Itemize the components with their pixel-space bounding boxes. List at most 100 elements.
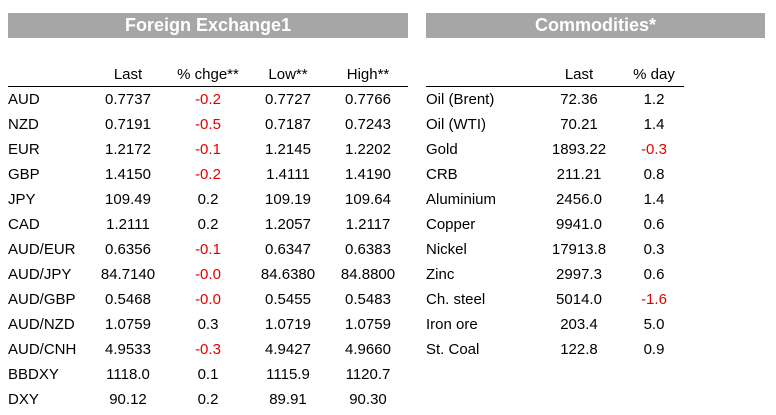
commodities-instrument-cell: Oil (Brent)	[426, 91, 495, 108]
commodities-header-row: Last % day	[426, 62, 684, 87]
fx-instrument-cell: BBDXY	[8, 366, 59, 383]
commodities-row: St. Coal 122.8 0.9	[426, 337, 684, 362]
commodities-row: Oil (WTI) 70.21 1.4	[426, 112, 684, 137]
fx-value-cell: 0.7191	[105, 116, 151, 133]
fx-row: AUD/CNH 4.9533 -0.3 4.9427 4.9660	[8, 337, 408, 362]
fx-row: NZD 0.7191 -0.5 0.7187 0.7243	[8, 112, 408, 137]
commodities-instrument-cell: Copper	[426, 216, 476, 233]
fx-value-cell: 1.0759	[105, 316, 151, 333]
fx-value-cell: 84.6380	[260, 266, 316, 283]
commodities-value-cell: 1893.22	[551, 141, 607, 158]
commodities-instrument-cell: CRB	[426, 166, 458, 183]
fx-row: AUD 0.7737 -0.2 0.7727 0.7766	[8, 87, 408, 113]
commodities-value-cell: -0.3	[641, 141, 667, 158]
fx-value-cell: 0.2	[197, 391, 219, 408]
fx-value-cell: 1120.7	[345, 366, 391, 383]
fx-value-cell: 1.4190	[345, 166, 391, 183]
commodities-row: Ch. steel 5014.0 -1.6	[426, 287, 684, 312]
commodities-header-last: Last	[534, 62, 624, 87]
fx-header-last: Last	[88, 62, 168, 87]
fx-section-title: Foreign Exchange1	[8, 13, 408, 38]
commodities-value-cell: 5.0	[643, 316, 665, 333]
fx-instrument-cell: AUD/GBP	[8, 291, 76, 308]
fx-value-cell: 1.4150	[105, 166, 151, 183]
commodities-value-cell: 70.21	[560, 116, 598, 133]
commodities-row: Iron ore 203.4 5.0	[426, 312, 684, 337]
fx-row: AUD/GBP 0.5468 -0.0 0.5455 0.5483	[8, 287, 408, 312]
fx-value-cell: 1.2145	[265, 141, 311, 158]
fx-value-cell: 90.30	[349, 391, 387, 408]
commodities-row: Nickel 17913.8 0.3	[426, 237, 684, 262]
fx-instrument-cell: EUR	[8, 141, 40, 158]
fx-value-cell: 1.2111	[106, 216, 150, 233]
fx-value-cell: -0.1	[195, 241, 221, 258]
commodities-value-cell: 1.2	[643, 91, 665, 108]
commodities-header-day: % day	[624, 62, 684, 87]
fx-value-cell: 0.1	[197, 366, 219, 383]
fx-value-cell: 0.7727	[265, 91, 311, 108]
commodities-instrument-cell: Ch. steel	[426, 291, 486, 308]
fx-row: AUD/NZD 1.0759 0.3 1.0719 1.0759	[8, 312, 408, 337]
fx-instrument-cell: NZD	[8, 116, 39, 133]
fx-value-cell: 1115.9	[266, 366, 310, 383]
commodities-instrument-cell: Nickel	[426, 241, 467, 258]
commodities-row: CRB 211.21 0.8	[426, 162, 684, 187]
commodities-value-cell: 0.9	[643, 341, 665, 358]
fx-row: AUD/EUR 0.6356 -0.1 0.6347 0.6383	[8, 237, 408, 262]
fx-value-cell: 0.5455	[265, 291, 311, 308]
commodities-value-cell: 211.21	[556, 166, 602, 183]
fx-header-high: High**	[328, 62, 408, 87]
commodities-row: Aluminium 2456.0 1.4	[426, 187, 684, 212]
commodities-value-cell: 1.4	[643, 191, 665, 208]
fx-value-cell: 0.6347	[265, 241, 311, 258]
fx-instrument-cell: AUD/CNH	[8, 341, 77, 358]
fx-row: EUR 1.2172 -0.1 1.2145 1.2202	[8, 137, 408, 162]
fx-header-row: Last % chge** Low** High**	[8, 62, 408, 87]
fx-value-cell: 0.6383	[345, 241, 391, 258]
fx-value-cell: -0.3	[195, 341, 221, 358]
fx-value-cell: 1.4111	[266, 166, 310, 183]
fx-value-cell: 0.7766	[345, 91, 391, 108]
fx-value-cell: 0.2	[197, 216, 219, 233]
fx-instrument-cell: DXY	[8, 391, 39, 408]
fx-value-cell: 4.9533	[105, 341, 151, 358]
commodities-value-cell: 9941.0	[556, 216, 602, 233]
fx-row: DXY 90.12 0.2 89.91 90.30	[8, 387, 408, 412]
fx-value-cell: 109.19	[265, 191, 311, 208]
commodities-value-cell: 72.36	[560, 91, 598, 108]
fx-value-cell: 90.12	[109, 391, 147, 408]
commodities-value-cell: 17913.8	[551, 241, 607, 258]
fx-value-cell: 0.3	[197, 316, 219, 333]
commodities-value-cell: 203.4	[560, 316, 598, 333]
commodities-instrument-cell: Iron ore	[426, 316, 478, 333]
commodities-row: Zinc 2997.3 0.6	[426, 262, 684, 287]
fx-row: JPY 109.49 0.2 109.19 109.64	[8, 187, 408, 212]
fx-value-cell: 109.49	[105, 191, 151, 208]
fx-instrument-cell: AUD/NZD	[8, 316, 75, 333]
fx-value-cell: 0.5468	[105, 291, 151, 308]
commodities-instrument-cell: Gold	[426, 141, 458, 158]
fx-value-cell: 84.8800	[340, 266, 396, 283]
fx-value-cell: 0.5483	[345, 291, 391, 308]
fx-row: AUD/JPY 84.7140 -0.0 84.6380 84.8800	[8, 262, 408, 287]
commodities-value-cell: -1.6	[641, 291, 667, 308]
fx-value-cell: 89.91	[269, 391, 307, 408]
commodities-value-cell: 2997.3	[556, 266, 602, 283]
commodities-value-cell: 122.8	[560, 341, 598, 358]
fx-value-cell: -0.1	[195, 141, 221, 158]
commodities-instrument-cell: Zinc	[426, 266, 455, 283]
fx-value-cell: 4.9427	[265, 341, 311, 358]
fx-value-cell: 4.9660	[345, 341, 391, 358]
fx-value-cell: 0.7187	[265, 116, 311, 133]
fx-instrument-cell: AUD/JPY	[8, 266, 72, 283]
commodities-table: Last % day Oil (Brent) 72.36 1.2 Oil (WTI) 7…	[426, 62, 684, 362]
fx-value-cell: 1.0759	[345, 316, 391, 333]
fx-value-cell: 1.2202	[345, 141, 391, 158]
fx-instrument-cell: AUD/EUR	[8, 241, 76, 258]
commodities-section-title: Commodities*	[426, 13, 765, 38]
commodities-header-instrument	[426, 62, 534, 87]
fx-value-cell: 0.7737	[105, 91, 151, 108]
fx-row: BBDXY 1118.0 0.1 1115.9 1120.7	[8, 362, 408, 387]
fx-value-cell: -0.2	[195, 91, 221, 108]
commodities-instrument-cell: Aluminium	[426, 191, 497, 208]
